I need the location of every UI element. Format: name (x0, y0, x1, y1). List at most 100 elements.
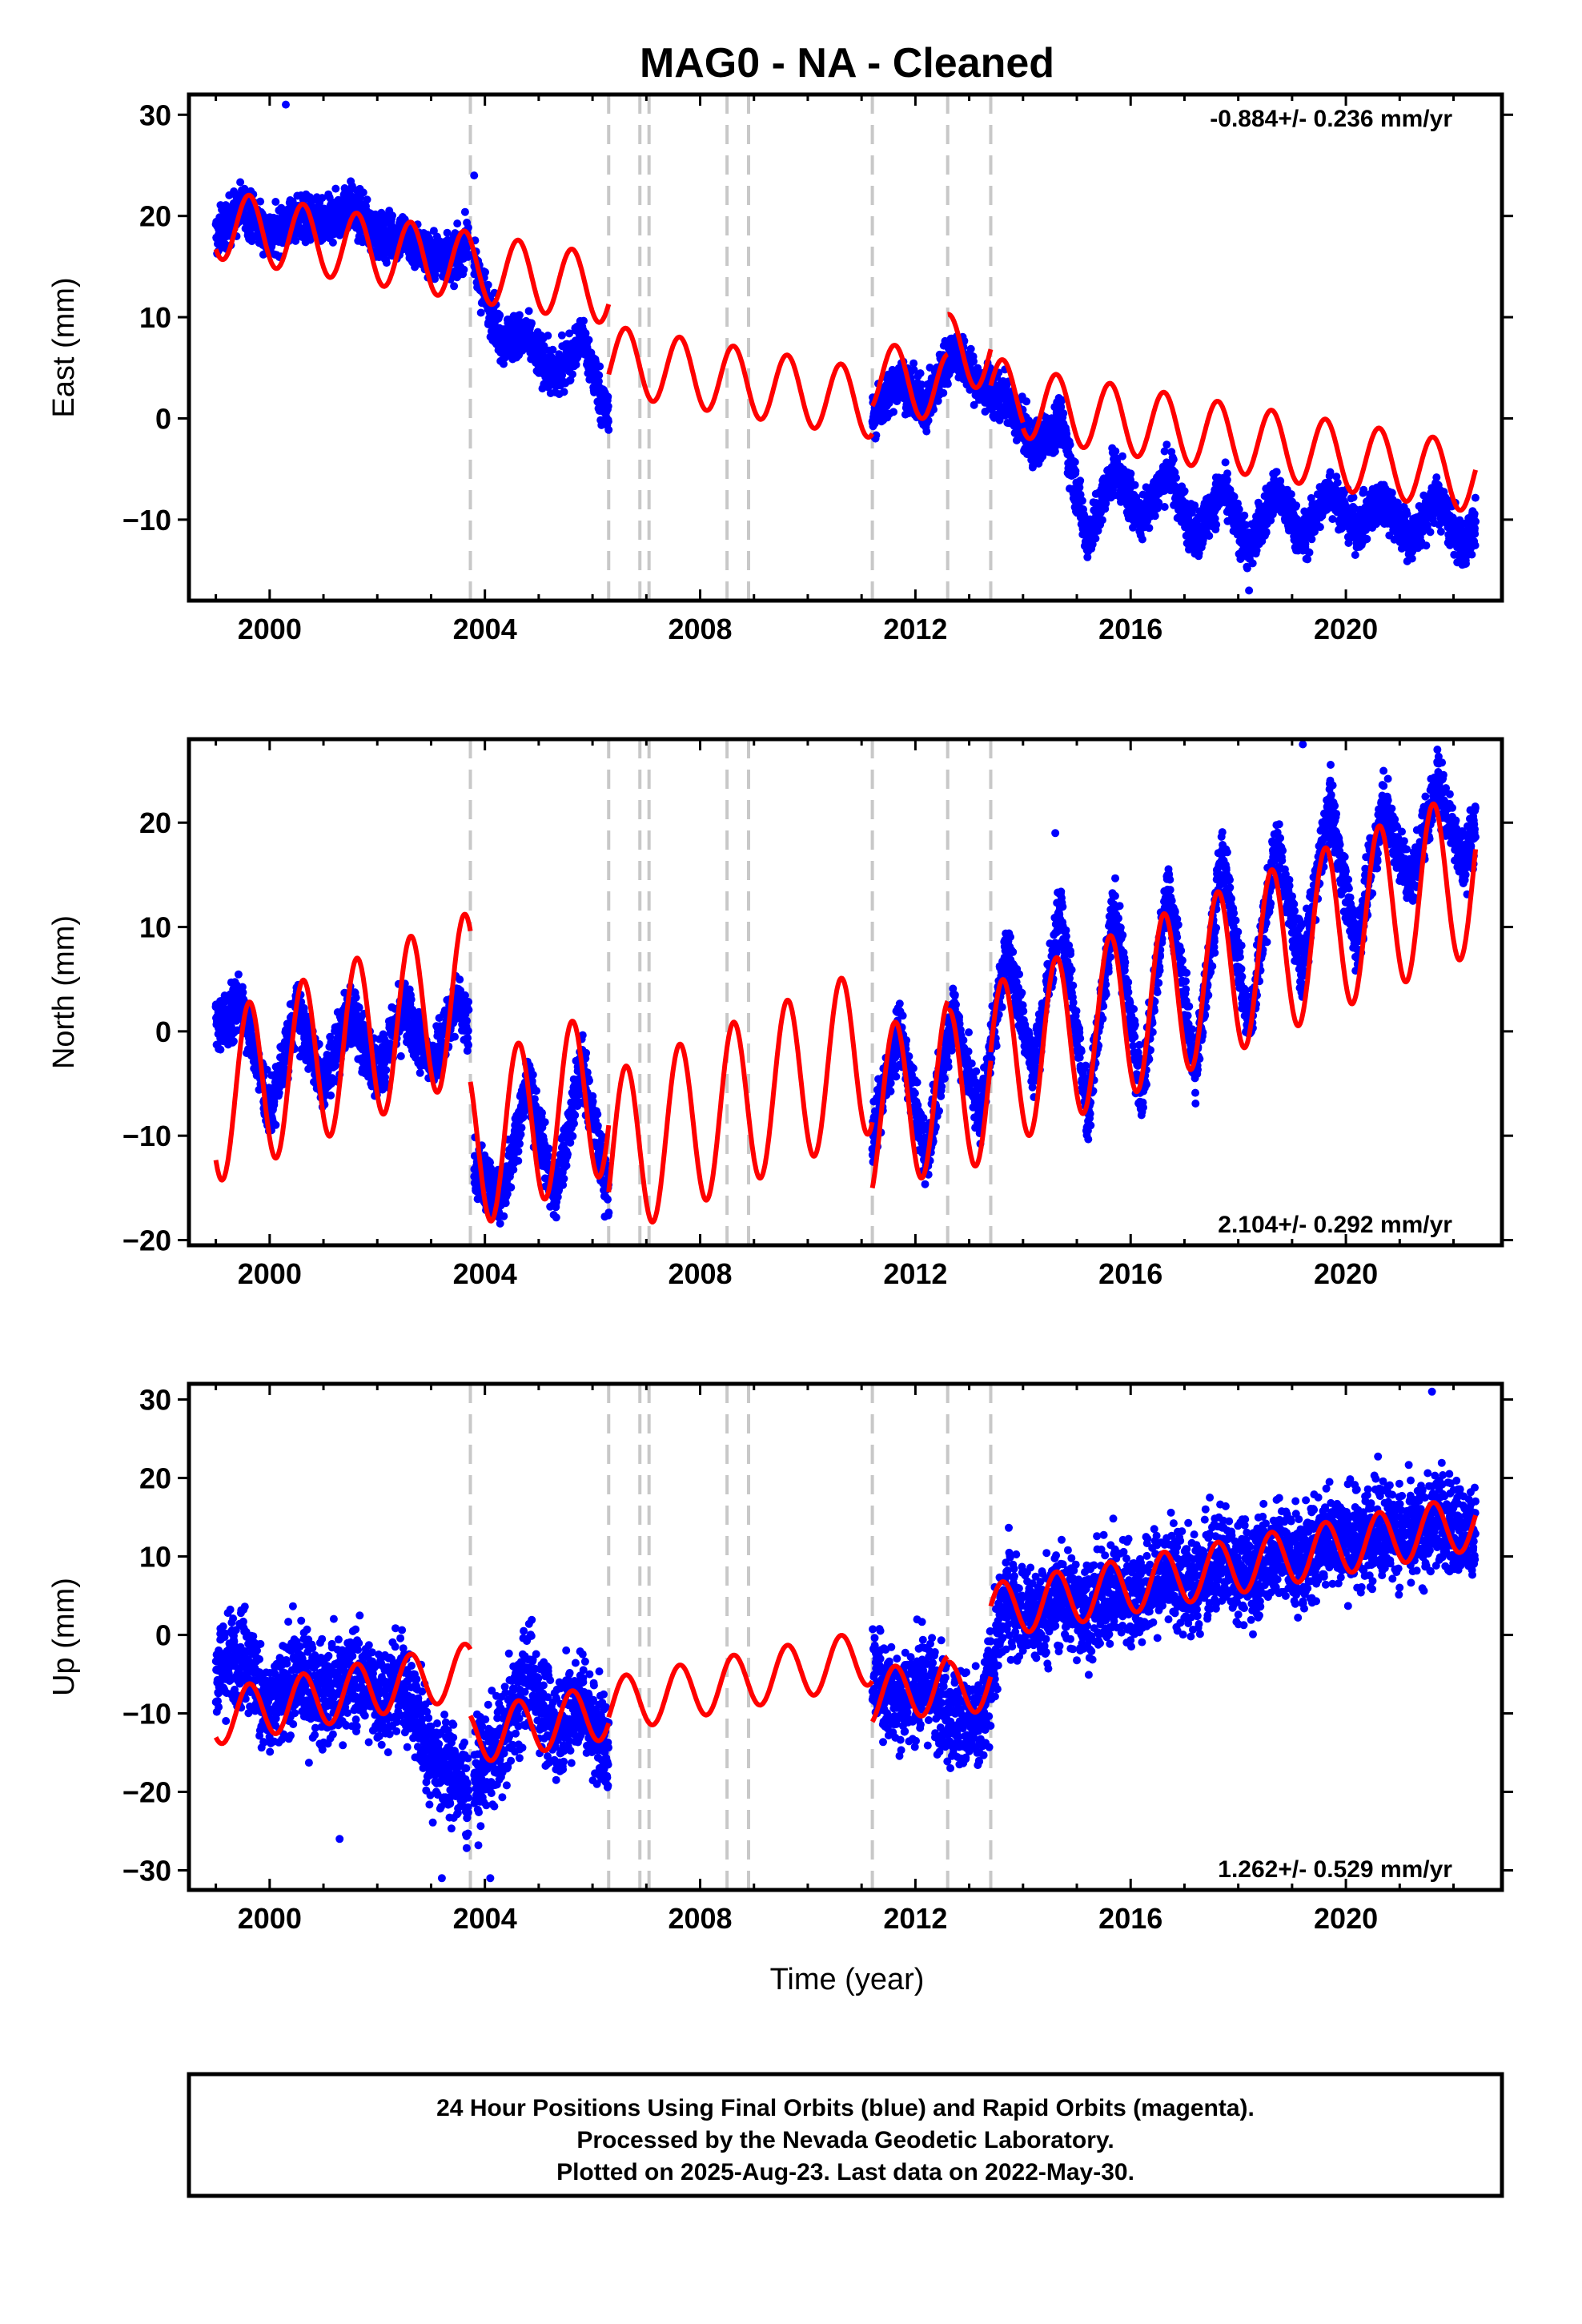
data-point (1130, 480, 1139, 489)
data-point (565, 329, 574, 338)
data-point (1363, 534, 1371, 543)
data-point (1245, 586, 1254, 595)
data-point (1160, 503, 1169, 511)
data-point (889, 408, 897, 416)
data-point (1276, 476, 1285, 485)
data-point (229, 1037, 238, 1046)
data-point (916, 369, 925, 378)
data-point (382, 259, 391, 267)
data-point (1118, 452, 1126, 460)
data-point (604, 402, 612, 411)
data-point (1432, 473, 1441, 482)
y-tick-label: 20 (139, 200, 171, 233)
rate-label: -0.884+/- 0.236 mm/yr (1210, 106, 1452, 132)
data-point (256, 197, 265, 206)
data-point (1022, 397, 1031, 406)
data-point (359, 188, 367, 197)
data-point (558, 371, 567, 380)
x-tick-label: 2004 (453, 613, 517, 645)
data-point (453, 219, 462, 228)
data-point (1468, 550, 1476, 559)
data-point (476, 308, 485, 317)
data-point (540, 342, 548, 350)
x-tick-label: 2016 (1098, 613, 1162, 645)
data-point (1070, 458, 1079, 466)
data-point (1169, 455, 1178, 464)
data-point (429, 227, 438, 235)
data-point (1462, 559, 1470, 568)
data-point (306, 193, 315, 202)
data-point (1066, 440, 1074, 449)
data-point (1205, 532, 1214, 541)
data-point (1078, 497, 1086, 505)
data-point (1235, 505, 1243, 513)
data-point (1098, 516, 1106, 525)
y-tick-label: 10 (139, 301, 171, 334)
data-point (1272, 468, 1281, 476)
data-point (1212, 521, 1221, 529)
data-point (580, 316, 588, 325)
data-point (966, 344, 975, 353)
data-point (1303, 555, 1312, 564)
data-point (1307, 535, 1316, 544)
data-point (1471, 529, 1480, 538)
data-point (281, 100, 290, 109)
data-point (1436, 527, 1445, 536)
data-point (604, 417, 612, 426)
data-point (1422, 541, 1431, 550)
data-point (943, 380, 952, 388)
data-point (572, 360, 580, 369)
y-tick-label: 0 (155, 402, 171, 435)
data-point (1091, 534, 1100, 543)
data-point (1145, 524, 1154, 533)
data-point (544, 332, 552, 340)
data-point (460, 207, 469, 216)
data-point (1071, 467, 1080, 476)
data-point (557, 331, 566, 340)
data-point (500, 360, 508, 368)
plot-area (211, 94, 1480, 601)
data-point (528, 319, 536, 328)
data-point (596, 362, 604, 371)
data-point (481, 267, 489, 276)
data-point (922, 427, 931, 436)
data-point (1076, 476, 1085, 485)
data-point (1138, 535, 1146, 544)
data-point (1221, 458, 1230, 467)
data-point (1059, 409, 1068, 418)
data-point (970, 357, 978, 366)
data-point (236, 178, 245, 187)
data-point (1292, 501, 1301, 510)
data-point (1470, 509, 1479, 518)
x-tick-label: 2012 (883, 613, 947, 645)
observation-points (211, 100, 1480, 595)
data-point (240, 184, 249, 193)
north-panel: 2000 2004 2008 2012 2016 2020−20−1001020North… (47, 737, 1513, 1290)
data-point (560, 388, 568, 396)
data-point (1075, 483, 1084, 492)
y-tick-label: 30 (139, 99, 171, 131)
data-point (524, 307, 533, 316)
data-point (1180, 487, 1189, 496)
data-point (1471, 541, 1480, 549)
x-tick-label: 2000 (238, 613, 302, 645)
data-point (363, 195, 371, 204)
data-point (604, 392, 612, 401)
x-tick-label: 2008 (668, 613, 732, 645)
data-point (484, 280, 492, 289)
x-tick-label: 2020 (1314, 613, 1378, 645)
data-point (450, 282, 459, 291)
y-tick-label: −10 (122, 504, 171, 537)
data-point (1248, 559, 1257, 568)
data-point (464, 250, 473, 259)
data-point (1230, 493, 1239, 501)
data-point (328, 238, 337, 247)
data-point (1407, 554, 1416, 563)
data-point (443, 228, 452, 237)
data-point (1162, 440, 1171, 449)
data-point (460, 265, 468, 274)
data-point (1050, 447, 1059, 456)
data-point (1111, 447, 1120, 456)
data-point (1305, 548, 1314, 557)
